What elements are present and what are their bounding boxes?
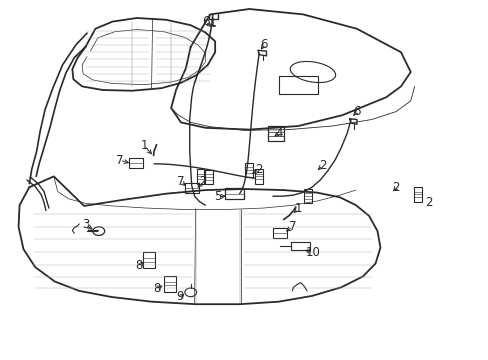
Text: 8: 8 [135, 259, 143, 272]
Text: 7: 7 [116, 154, 123, 167]
Text: 7: 7 [288, 220, 296, 233]
Bar [278, 76, 317, 94]
Bar [272, 228, 286, 238]
Bar [290, 242, 309, 250]
Text: 8: 8 [152, 282, 160, 295]
Bar [205, 170, 213, 184]
Text: 9: 9 [176, 291, 183, 303]
Bar [184, 183, 198, 193]
Bar [164, 276, 176, 292]
Bar [196, 169, 204, 184]
Text: 2: 2 [425, 196, 432, 209]
Bar [304, 189, 311, 203]
Text: 3: 3 [81, 219, 89, 231]
Text: 4: 4 [274, 127, 282, 140]
Bar [129, 158, 142, 168]
Text: 6: 6 [352, 105, 360, 118]
Text: 2: 2 [199, 175, 206, 188]
Bar [267, 126, 283, 141]
Bar [245, 163, 253, 177]
Text: 1: 1 [294, 202, 302, 215]
Text: 1: 1 [140, 139, 148, 152]
Bar [143, 252, 155, 268]
Bar [224, 188, 243, 199]
Bar [413, 187, 421, 202]
Text: 2: 2 [391, 181, 399, 194]
Text: 7: 7 [177, 175, 184, 188]
Text: 2: 2 [255, 163, 263, 176]
Text: 5: 5 [213, 190, 221, 203]
Text: 6: 6 [260, 39, 267, 51]
Text: 2: 2 [318, 159, 326, 172]
Text: 6: 6 [201, 15, 209, 28]
Bar [255, 169, 263, 184]
Text: 10: 10 [305, 246, 320, 259]
